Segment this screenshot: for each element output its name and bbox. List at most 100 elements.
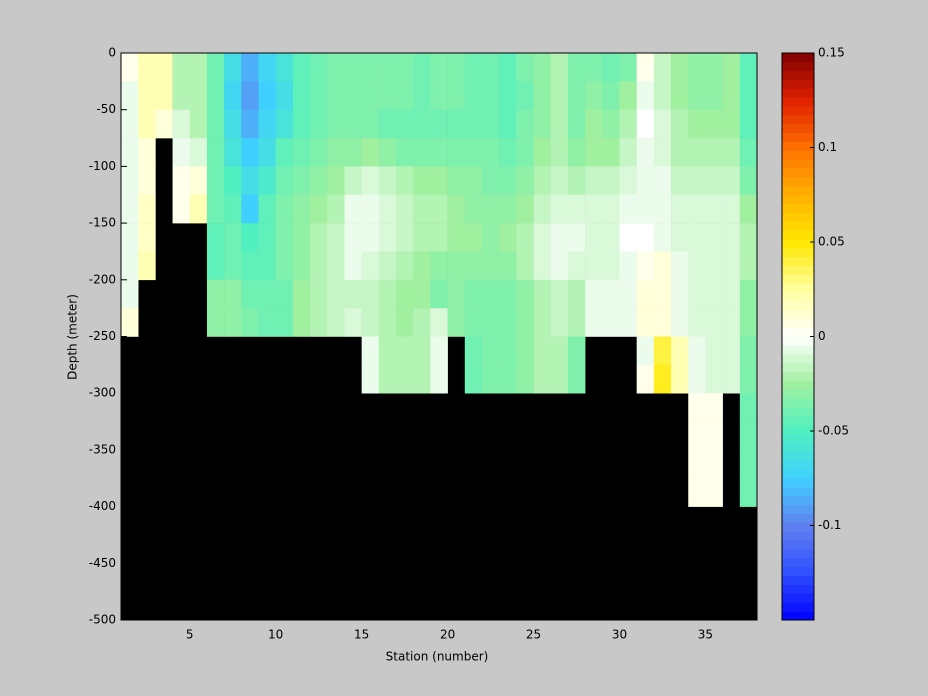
- heatmap-cell: [722, 138, 741, 167]
- heatmap-cell: [516, 138, 534, 167]
- heatmap-cell: [258, 308, 277, 337]
- x-tick-label: 25: [526, 628, 541, 642]
- heatmap-cell: [636, 223, 655, 252]
- heatmap-cell: [189, 81, 208, 110]
- heatmap-cell: [121, 194, 139, 224]
- heatmap-cell: [121, 53, 139, 82]
- heatmap-cell: [206, 308, 225, 337]
- heatmap-cell: [310, 223, 328, 252]
- colorbar-swatch: [782, 593, 814, 603]
- heatmap-cell: [413, 279, 431, 309]
- heatmap-cell: [430, 81, 448, 110]
- heatmap-cell: [516, 166, 534, 196]
- heatmap-cell: [533, 194, 552, 224]
- heatmap-cell: [172, 81, 191, 110]
- heatmap-cell: [671, 166, 689, 196]
- heatmap-cell: [516, 279, 534, 309]
- heatmap-cell: [292, 81, 311, 110]
- heatmap-cell: [430, 53, 448, 82]
- heatmap-cell: [361, 308, 380, 337]
- heatmap-cell: [739, 393, 758, 422]
- heatmap-cell: [138, 251, 156, 281]
- heatmap-cell: [499, 223, 517, 252]
- heatmap-cell: [121, 166, 139, 196]
- colorbar-tick-label: 0.1: [818, 140, 837, 154]
- heatmap-cell: [653, 138, 672, 167]
- heatmap-cell: [413, 109, 431, 139]
- heatmap-cell: [636, 81, 655, 110]
- heatmap-cell: [310, 308, 328, 337]
- heatmap-cell: [413, 336, 431, 366]
- heatmap-cell: [499, 279, 517, 309]
- colorbar-swatch: [782, 318, 814, 328]
- x-tick-label: 5: [186, 628, 194, 642]
- heatmap-cell: [722, 53, 741, 82]
- heatmap-cell: [567, 81, 586, 110]
- heatmap-cell: [550, 223, 569, 252]
- heatmap-cell: [447, 109, 466, 139]
- heatmap-cell: [275, 194, 294, 224]
- heatmap-cell: [344, 223, 362, 252]
- heatmap-cell: [636, 364, 655, 394]
- heatmap-cell: [258, 279, 277, 309]
- heatmap-cell: [241, 53, 259, 82]
- heatmap-cell: [481, 81, 500, 110]
- heatmap-cell: [396, 53, 414, 82]
- heatmap-cell: [653, 81, 672, 110]
- heatmap-cell: [585, 308, 603, 337]
- heatmap-cell: [705, 53, 723, 82]
- colorbar-swatch: [782, 363, 814, 373]
- heatmap-cell: [206, 194, 225, 224]
- heatmap-cell: [688, 166, 706, 196]
- heatmap-cell: [619, 223, 637, 252]
- heatmap-cell: [516, 364, 534, 394]
- heatmap-cell: [396, 166, 414, 196]
- colorbar-swatch: [782, 177, 814, 187]
- heatmap-cell: [138, 194, 156, 224]
- heatmap-cell: [121, 279, 139, 309]
- heatmap-cell: [396, 364, 414, 394]
- heatmap-cell: [121, 81, 139, 110]
- x-axis-label: Station (number): [386, 650, 489, 664]
- heatmap-cell: [567, 223, 586, 252]
- heatmap-cell: [206, 53, 225, 82]
- colorbar-swatch: [782, 230, 814, 240]
- colorbar-swatch: [782, 611, 814, 621]
- heatmap-cell: [378, 336, 397, 366]
- heatmap-cell: [619, 109, 637, 139]
- colorbar-tick-label: 0: [818, 329, 826, 343]
- heatmap-cell: [396, 308, 414, 337]
- heatmap-cell: [671, 138, 689, 167]
- heatmap-cell: [206, 81, 225, 110]
- heatmap-cell: [206, 223, 225, 252]
- heatmap-cell: [396, 81, 414, 110]
- heatmap-cell: [688, 449, 706, 479]
- heatmap-cell: [705, 393, 723, 422]
- heatmap-cell: [585, 166, 603, 196]
- heatmap-cell: [567, 138, 586, 167]
- heatmap-cell: [464, 166, 483, 196]
- y-tick-label: -500: [89, 613, 116, 627]
- heatmap-cell: [327, 138, 345, 167]
- colorbar-swatch: [782, 265, 814, 275]
- colorbar-tick-label: -0.05: [818, 424, 849, 438]
- colorbar-swatch: [782, 566, 814, 577]
- colorbar-tick-label: -0.1: [818, 518, 841, 532]
- heatmap-cell: [739, 166, 758, 196]
- colorbar-swatch: [782, 274, 814, 284]
- heatmap-cell: [275, 223, 294, 252]
- heatmap-cell: [224, 194, 242, 224]
- heatmap-cell: [481, 53, 500, 82]
- heatmap-cell: [705, 478, 723, 507]
- heatmap-cell: [361, 194, 380, 224]
- heatmap-cell: [619, 194, 637, 224]
- heatmap-cell: [722, 109, 741, 139]
- heatmap-cell: [533, 138, 552, 167]
- colorbar-swatch: [782, 478, 814, 488]
- heatmap-cell: [292, 53, 311, 82]
- heatmap-cell: [241, 81, 259, 110]
- heatmap-cell: [258, 138, 277, 167]
- heatmap-cell: [739, 336, 758, 366]
- heatmap-cell: [499, 109, 517, 139]
